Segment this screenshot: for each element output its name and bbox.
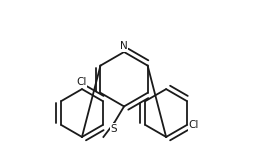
Text: Cl: Cl xyxy=(76,77,86,87)
Text: N: N xyxy=(120,41,128,51)
Text: S: S xyxy=(111,124,117,134)
Text: Cl: Cl xyxy=(189,120,199,130)
